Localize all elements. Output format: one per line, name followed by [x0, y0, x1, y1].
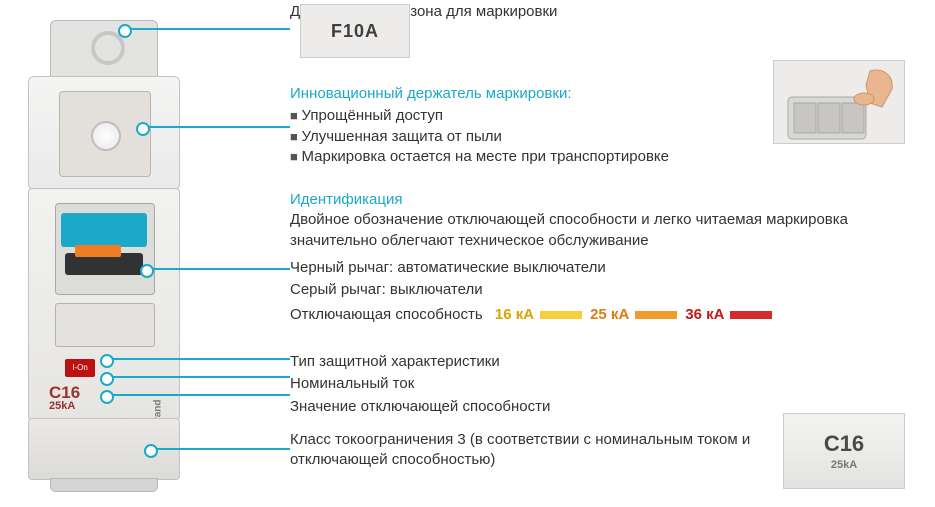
- device-illustration: I-On C16 25kA legrand: [28, 20, 178, 490]
- lever-grey: Серый рычаг: выключатели: [290, 280, 910, 300]
- leader-line: [142, 126, 290, 128]
- innov-heading: Инновационный держатель маркировки:: [290, 84, 850, 104]
- leader-line: [106, 358, 290, 360]
- section-ratings: Тип защитной характеристики Номинальный …: [290, 350, 890, 419]
- class-line: Класс токоограничения 3 (в соответствии …: [290, 431, 750, 468]
- section-ident: Идентификация Двойное обозначение отключ…: [290, 184, 910, 251]
- breaking-cap: 16 кА: [495, 305, 582, 325]
- lever-black: Черный рычаг: автоматические выключатели: [290, 258, 910, 278]
- device-switch-cyan: [61, 213, 147, 247]
- device-state-indicator: I-On: [65, 359, 95, 377]
- section-innov: Инновационный держатель маркировки: Упро…: [290, 78, 850, 173]
- leader-line: [106, 376, 290, 378]
- innov-list: Упрощённый доступ Улучшенная защита от п…: [290, 106, 850, 167]
- device-rating-print: C16 25kA: [49, 384, 99, 413]
- breaking-row: Отключающая способность 16 кА 25 кА 36 кА: [290, 305, 910, 325]
- device-rating-sub: 25kA: [49, 400, 75, 412]
- thumb-marking-label: F10A: [300, 4, 410, 58]
- device-rating-big: C16: [49, 383, 80, 402]
- leader-line: [124, 28, 290, 30]
- thumb-rating-label: C16 25kA: [783, 413, 905, 489]
- device-below-switch: [55, 303, 155, 347]
- nominal-current: Номинальный ток: [290, 374, 890, 394]
- ident-heading: Идентификация: [290, 190, 910, 210]
- section-class: Класс токоограничения 3 (в соответствии …: [290, 430, 810, 471]
- section-levers: Черный рычаг: автоматические выключатели…: [290, 256, 910, 325]
- breaking-label: Отключающая способность: [290, 306, 483, 323]
- breaking-caps: 16 кА 25 кА 36 кА: [487, 306, 773, 323]
- thumb-rating-big: C16: [824, 429, 864, 459]
- thumb-rating-sub: 25kA: [831, 458, 857, 473]
- device-toggle-lever: [65, 253, 143, 275]
- innov-item-2: Маркировка остается на месте при транспо…: [290, 147, 850, 167]
- device-indicator-led: [91, 121, 121, 151]
- leader-line: [150, 448, 290, 450]
- leader-line: [146, 268, 290, 270]
- ident-body: Двойное обозначение отключающей способно…: [290, 210, 910, 251]
- trip-type: Тип защитной характеристики: [290, 352, 890, 372]
- breaking-cap: 25 кА: [590, 305, 677, 325]
- leader-line: [106, 394, 290, 396]
- device-top-block: [28, 76, 180, 190]
- diagram-root: I-On C16 25kA legrand Дополнительная зон…: [0, 0, 935, 507]
- innov-item-0: Упрощённый доступ: [290, 106, 850, 126]
- innov-item-1: Улучшенная защита от пыли: [290, 127, 850, 147]
- breaking-cap: 36 кА: [685, 305, 772, 325]
- thumb-marking-text: F10A: [331, 19, 379, 43]
- device-bottom-clip: [50, 478, 158, 492]
